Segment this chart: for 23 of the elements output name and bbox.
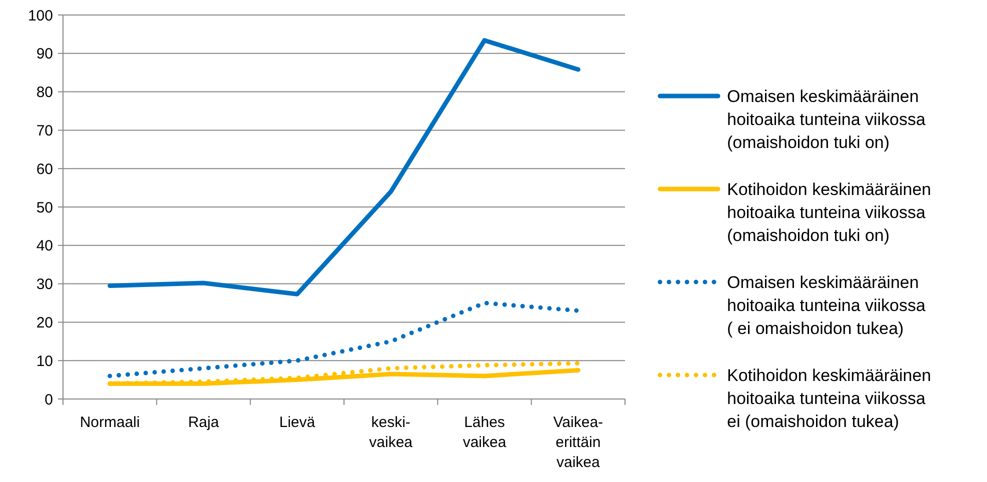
- y-tick-label: 40: [36, 238, 53, 255]
- y-tick-label: 90: [36, 46, 53, 63]
- x-tick-label: Lievä: [279, 414, 316, 431]
- legend-label: Kotihoidon keskimääräinen hoitoaika tunteina viikossa ei (omaishoidon tukea): [727, 366, 932, 431]
- y-tick-label: 50: [36, 199, 53, 216]
- x-tick-label: Raja: [188, 414, 220, 431]
- line-series: [108, 38, 580, 296]
- y-tick-label: 30: [36, 276, 53, 294]
- x-tick-label: Normaali: [80, 414, 140, 431]
- legend-label: Kotihoidon keskimääräinen hoitoaika tunteina viikossa (omaishoidon tuki on): [727, 180, 932, 245]
- y-tick-label: 60: [36, 160, 53, 178]
- y-tick-label: 20: [36, 314, 53, 332]
- legend-label: Omaisen keskimääräinen hoitoaika tunteina viikossa ( ei omaishoidon tukea): [727, 272, 926, 338]
- y-tick-label: 10: [36, 352, 53, 370]
- x-tick-label: keski-vaikea: [369, 414, 414, 451]
- y-tick-label: 100: [28, 7, 53, 24]
- y-tick-label: 80: [36, 84, 53, 102]
- x-tick-label: Vaikea-erittäin vaikea: [553, 414, 604, 471]
- x-tick-label: Lähes vaikea: [462, 414, 507, 451]
- y-tick-label: 70: [36, 122, 53, 140]
- line-series: [108, 300, 580, 378]
- y-tick-label: 0: [44, 391, 53, 408]
- legend-label: Omaisen keskimääräinen hoitoaika tunteina viikossa (omaishoidon tuki on): [727, 86, 926, 152]
